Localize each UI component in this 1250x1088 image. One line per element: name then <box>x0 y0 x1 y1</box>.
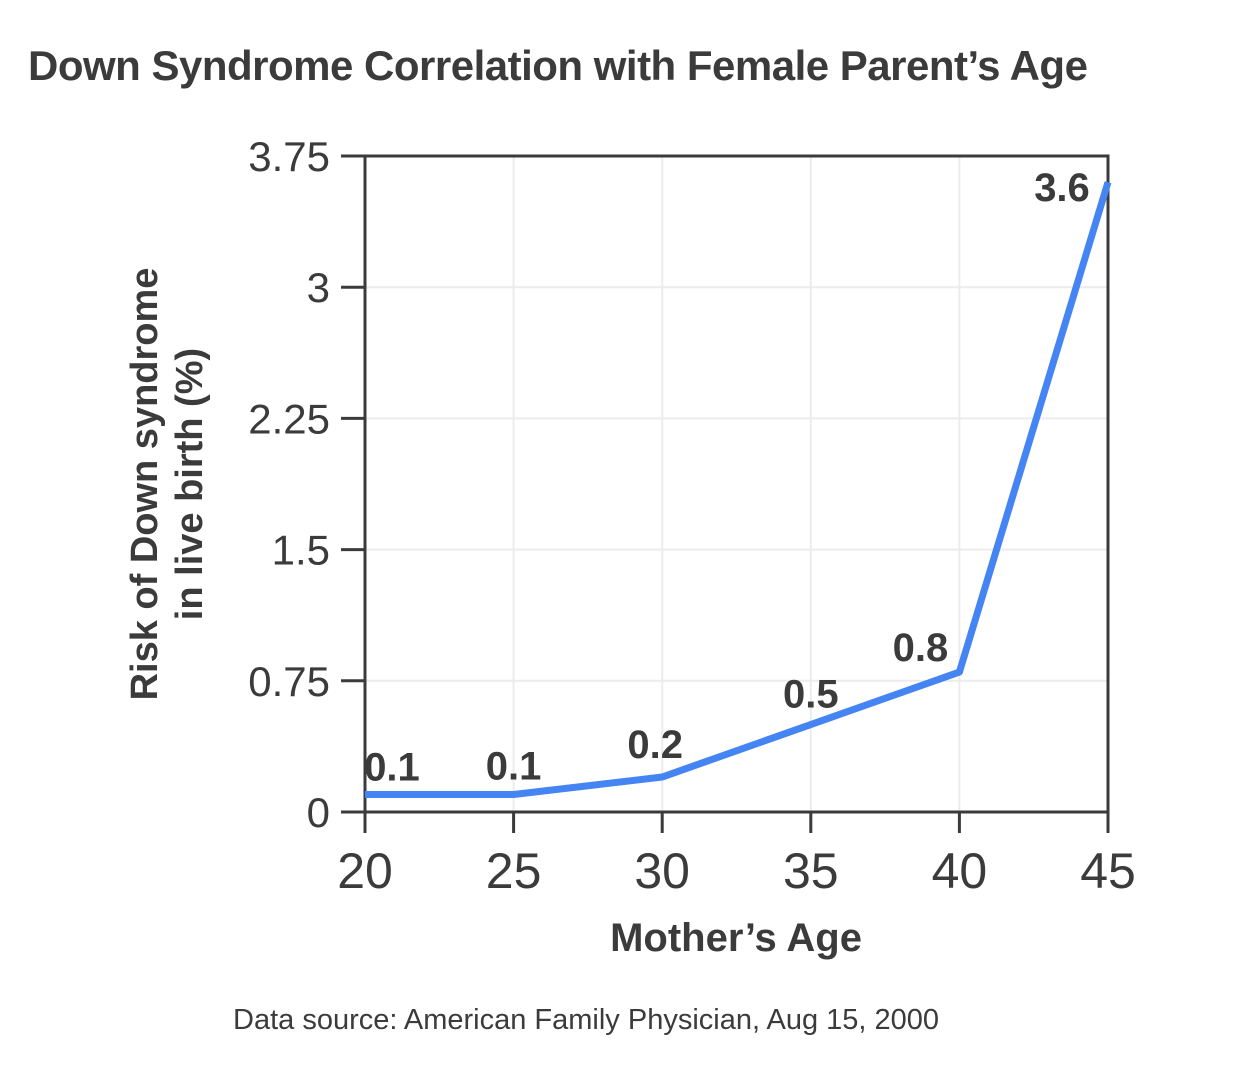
y-tick-label: 1.5 <box>272 527 330 574</box>
plot-frame <box>363 154 1110 814</box>
x-tick-label: 25 <box>486 843 542 899</box>
x-tick-label: 35 <box>783 843 839 899</box>
chart-title: Down Syndrome Correlation with Female Pa… <box>28 42 1088 89</box>
data-label: 3.6 <box>1034 166 1090 210</box>
data-label: 0.5 <box>783 673 839 717</box>
y-tick-label: 0.75 <box>248 658 330 705</box>
y-tick-label: 2.25 <box>248 395 330 442</box>
data-label: 0.2 <box>627 723 683 767</box>
y-tick-label: 0 <box>307 789 330 836</box>
x-tick-label: 20 <box>337 843 393 899</box>
source-note: Data source: American Family Physician, … <box>233 1004 940 1036</box>
y-tick-label: 3.75 <box>248 133 330 180</box>
data-line <box>365 181 1112 799</box>
data-label: 0.1 <box>486 745 542 789</box>
y-tick-label: 3 <box>307 264 330 311</box>
x-tick-label: 45 <box>1080 843 1136 899</box>
data-label: 0.1 <box>364 746 420 790</box>
x-axis-title: Mother’s Age <box>610 916 862 960</box>
data-label: 0.8 <box>893 626 949 670</box>
x-tick-label: 30 <box>634 843 690 899</box>
x-tick-label: 40 <box>932 843 988 899</box>
